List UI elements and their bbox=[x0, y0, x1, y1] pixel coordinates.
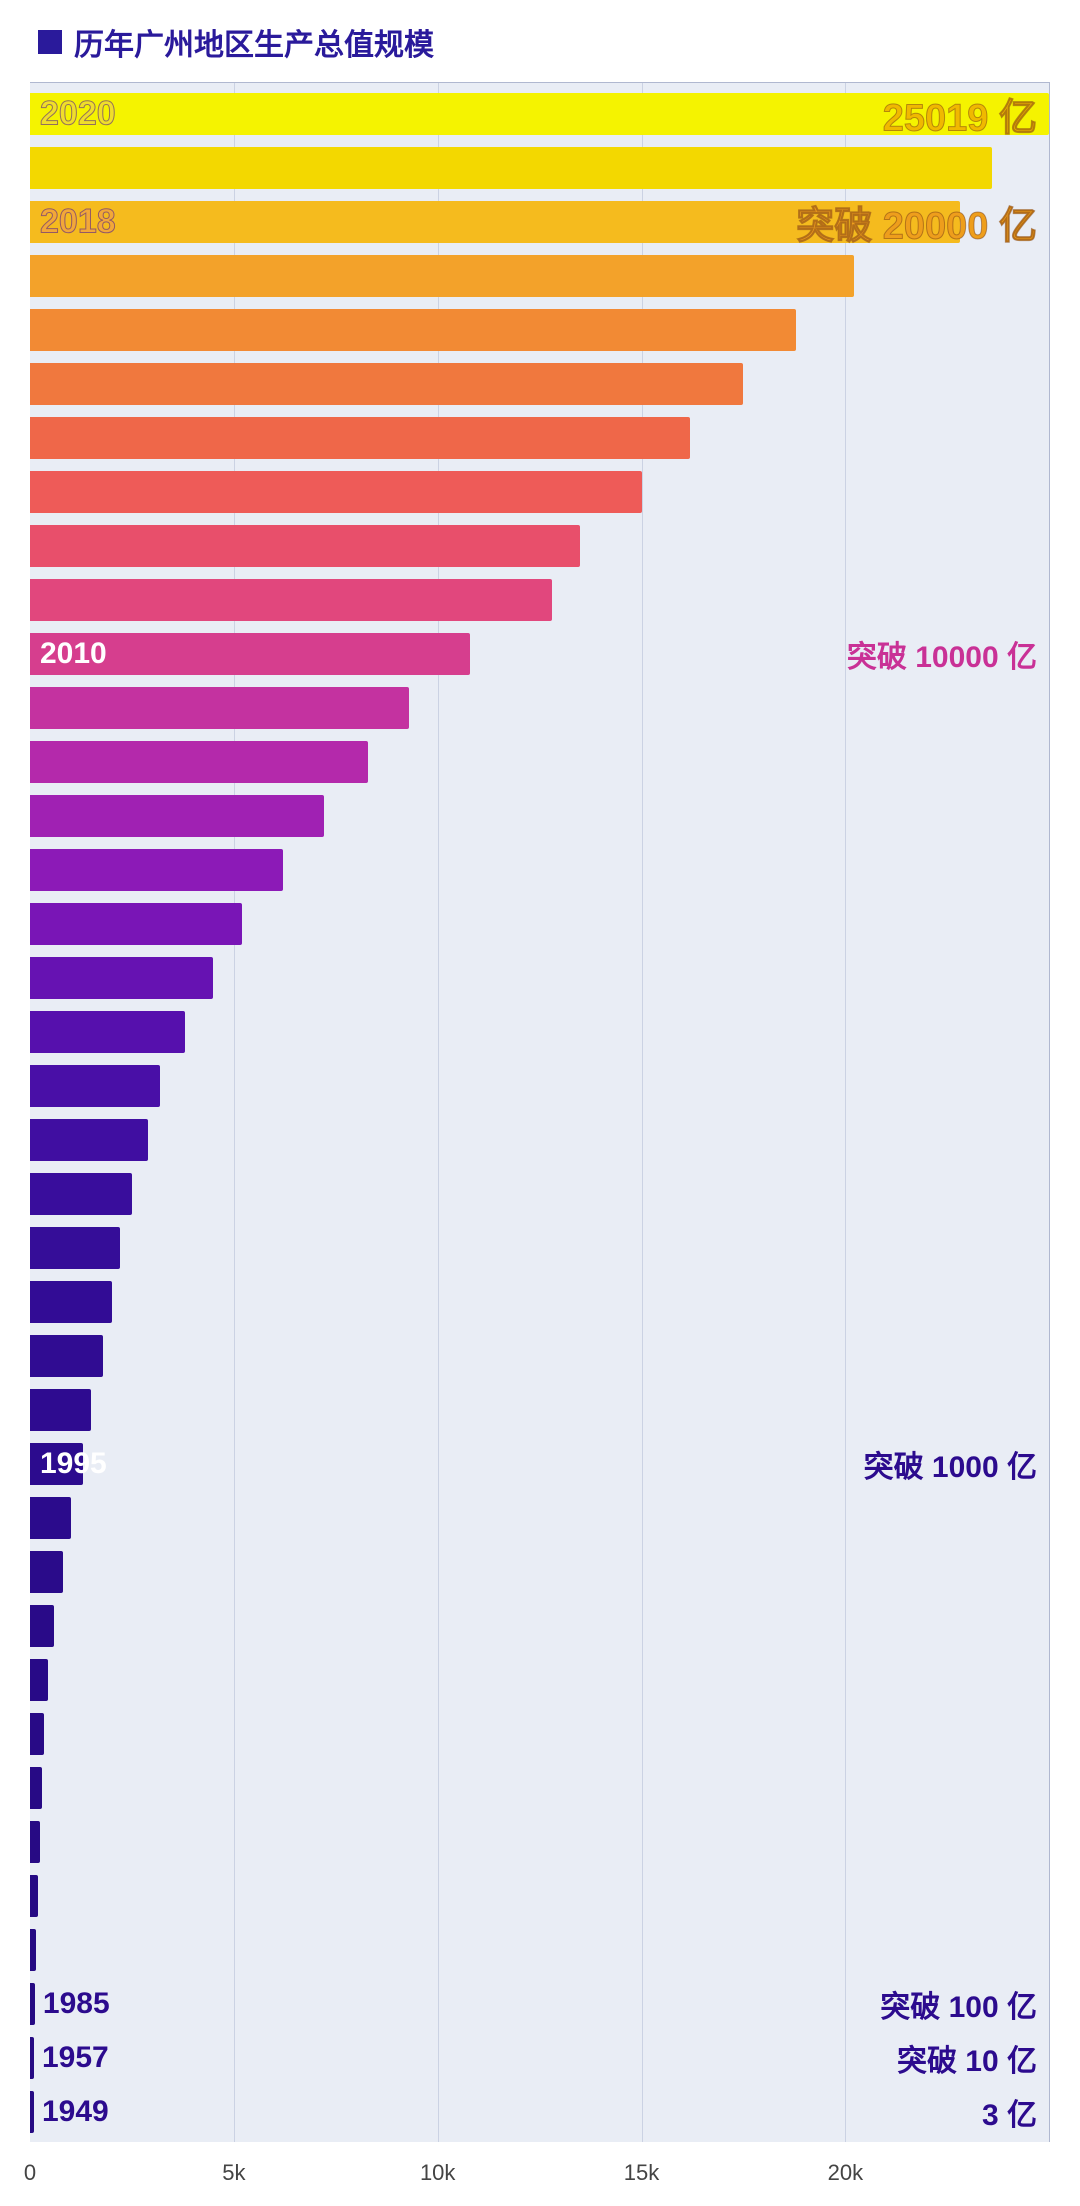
bar bbox=[30, 1983, 35, 2025]
bar bbox=[30, 417, 690, 459]
bar-row bbox=[30, 1065, 1049, 1107]
bar bbox=[30, 1173, 132, 1215]
bar bbox=[30, 1011, 185, 1053]
bar-row bbox=[30, 579, 1049, 621]
bar bbox=[30, 1605, 54, 1647]
milestone-label: 突破 10 亿 bbox=[897, 2036, 1037, 2080]
bar-row bbox=[30, 255, 1049, 297]
bar-year-label: 2018 bbox=[40, 203, 116, 242]
bar-year-label: 2010 bbox=[40, 637, 107, 671]
bar bbox=[30, 1875, 38, 1917]
bar-row bbox=[30, 1821, 1049, 1863]
milestone-label: 突破 10000 亿 bbox=[847, 632, 1037, 676]
bar-year-label: 1949 bbox=[42, 2095, 109, 2129]
bar bbox=[30, 2091, 34, 2133]
bar-row bbox=[30, 417, 1049, 459]
bar-row: 1949 3 亿 bbox=[30, 2091, 1049, 2133]
milestone-label: 突破 20000 亿 bbox=[796, 195, 1037, 250]
bar-row: 202025019 亿 bbox=[30, 93, 1049, 135]
bar-row bbox=[30, 903, 1049, 945]
bar bbox=[30, 903, 242, 945]
x-axis-tick: 20k bbox=[828, 2160, 863, 2186]
bar bbox=[30, 1821, 40, 1863]
x-axis-tick: 5k bbox=[222, 2160, 245, 2186]
chart-title: 历年广州地区生产总值规模 bbox=[74, 20, 434, 64]
bar bbox=[30, 471, 642, 513]
bar-row bbox=[30, 1551, 1049, 1593]
bar-row bbox=[30, 525, 1049, 567]
bar bbox=[30, 579, 552, 621]
bar-row bbox=[30, 1389, 1049, 1431]
bar-row: 1985 突破 100 亿 bbox=[30, 1983, 1049, 2025]
bar-year-label: 1995 bbox=[40, 1447, 107, 1481]
bar bbox=[30, 1551, 63, 1593]
bar-row bbox=[30, 1875, 1049, 1917]
bar bbox=[30, 1119, 148, 1161]
bar-row bbox=[30, 1605, 1049, 1647]
bar bbox=[30, 1335, 103, 1377]
bar bbox=[30, 1065, 160, 1107]
plot-area: 202025019 亿2018突破 20000 亿2010突破 10000 亿1… bbox=[30, 82, 1050, 2142]
x-axis-tick: 15k bbox=[624, 2160, 659, 2186]
bar-row: 2010 突破 10000 亿 bbox=[30, 633, 1049, 675]
bar bbox=[30, 2037, 34, 2079]
bar bbox=[30, 849, 283, 891]
bar bbox=[30, 525, 580, 567]
bar-row bbox=[30, 1713, 1049, 1755]
bar bbox=[30, 1659, 48, 1701]
bar-row bbox=[30, 687, 1049, 729]
milestone-label: 25019 亿 bbox=[883, 87, 1037, 142]
bar bbox=[30, 1713, 44, 1755]
bar-row bbox=[30, 849, 1049, 891]
bar-row bbox=[30, 1497, 1049, 1539]
chart-title-row: 历年广州地区生产总值规模 bbox=[30, 20, 1050, 64]
bar-row bbox=[30, 363, 1049, 405]
bar-row bbox=[30, 957, 1049, 999]
bar-row bbox=[30, 1119, 1049, 1161]
bar-row: 1995 突破 1000 亿 bbox=[30, 1443, 1049, 1485]
bar-row bbox=[30, 741, 1049, 783]
bar-row bbox=[30, 1173, 1049, 1215]
bar bbox=[30, 795, 324, 837]
chart-container: 历年广州地区生产总值规模 202025019 亿2018突破 20000 亿20… bbox=[0, 0, 1080, 2206]
bar-year-label: 1957 bbox=[42, 2041, 109, 2075]
x-axis: 05k10k15k20k bbox=[30, 2146, 1050, 2186]
bar-year-label: 1985 bbox=[43, 1987, 110, 2021]
bar-row bbox=[30, 1659, 1049, 1701]
bar bbox=[30, 1767, 42, 1809]
bar bbox=[30, 255, 854, 297]
x-axis-tick: 0 bbox=[24, 2160, 36, 2186]
bar-row: 2018突破 20000 亿 bbox=[30, 201, 1049, 243]
bar bbox=[30, 741, 368, 783]
bar-row bbox=[30, 1281, 1049, 1323]
bar-row: 1957 突破 10 亿 bbox=[30, 2037, 1049, 2079]
bar bbox=[30, 363, 743, 405]
milestone-label: 3 亿 bbox=[982, 2090, 1037, 2134]
bar bbox=[30, 1497, 71, 1539]
milestone-label: 突破 1000 亿 bbox=[864, 1442, 1037, 1486]
bar bbox=[30, 309, 796, 351]
bar bbox=[30, 957, 213, 999]
bar-row bbox=[30, 147, 1049, 189]
bar-row bbox=[30, 1335, 1049, 1377]
bar bbox=[30, 1389, 91, 1431]
bar-row bbox=[30, 1227, 1049, 1269]
bar bbox=[30, 1929, 36, 1971]
bar-row bbox=[30, 795, 1049, 837]
bar-row bbox=[30, 1929, 1049, 1971]
bar-row bbox=[30, 309, 1049, 351]
bar-row bbox=[30, 1011, 1049, 1053]
milestone-label: 突破 100 亿 bbox=[880, 1982, 1037, 2026]
bar-year-label: 2020 bbox=[40, 95, 116, 134]
title-marker-icon bbox=[38, 30, 62, 54]
x-axis-tick: 10k bbox=[420, 2160, 455, 2186]
bar-row bbox=[30, 471, 1049, 513]
bar bbox=[30, 147, 992, 189]
bar bbox=[30, 687, 409, 729]
bar bbox=[30, 1227, 120, 1269]
bar-row bbox=[30, 1767, 1049, 1809]
bar bbox=[30, 1281, 112, 1323]
